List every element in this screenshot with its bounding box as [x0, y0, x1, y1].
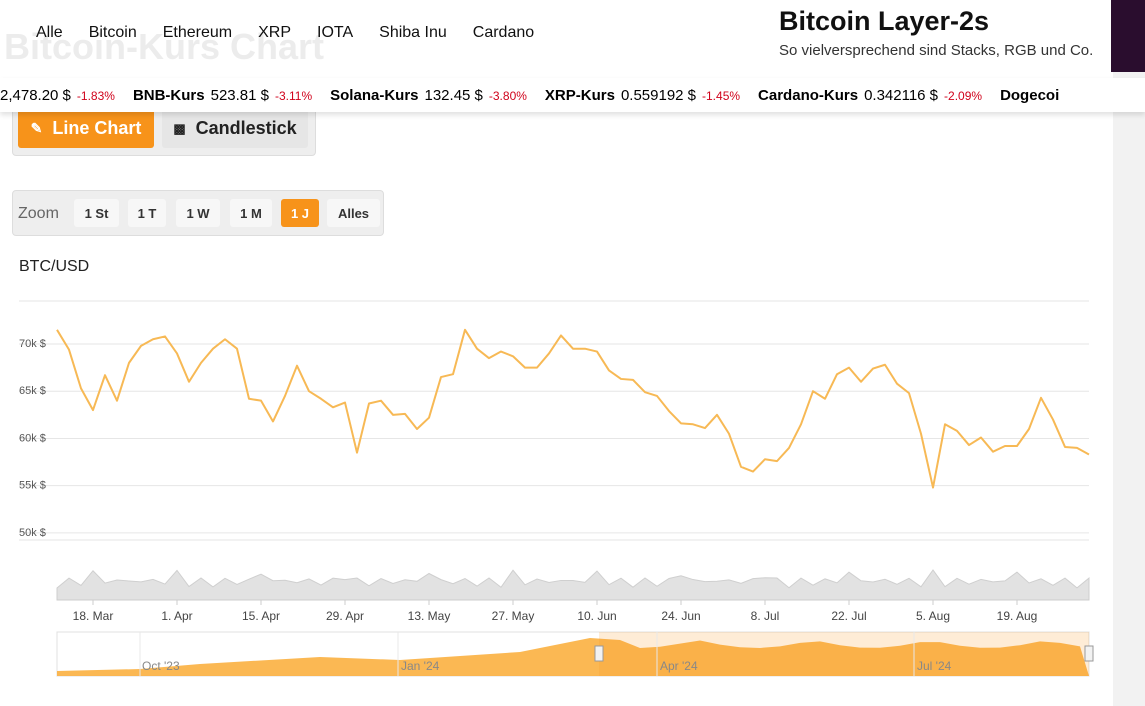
promo-title[interactable]: Bitcoin Layer-2s — [779, 6, 990, 36]
nav-tab[interactable]: Bitcoin — [88, 24, 137, 41]
y-tick-label: 50k $ — [19, 527, 46, 539]
ticker-item[interactable]: Cardano-Kurs 0.342116 $ -2.09% — [758, 87, 982, 104]
promo-subtitle[interactable]: So vielversprechend sind Stacks, RGB und… — [779, 42, 1094, 59]
navigator-label: Oct '23 — [142, 659, 180, 673]
navigator-label: Jul '24 — [917, 659, 952, 673]
navigator-selection — [599, 632, 1089, 676]
ticker: 2,478.20 $ -1.83% BNB-Kurs 523.81 $ -3.11% So… — [0, 78, 1145, 112]
zoom-button[interactable]: Alles — [327, 199, 380, 227]
navigator-label: Jan '24 — [401, 659, 440, 673]
ticker-item[interactable]: Dogecoi — [1000, 87, 1065, 104]
side-strip — [1113, 0, 1145, 706]
ticker-price: 132.45 $ — [424, 86, 483, 104]
ticker-name: BNB-Kurs — [132, 86, 205, 104]
ticker-name: Solana-Kurs — [330, 86, 419, 104]
zoom-box: Zoom 1 St 1 T 1 W 1 M 1 J Alles — [12, 190, 384, 236]
ticker-change: -1.45% — [702, 88, 741, 103]
y-tick-label: 70k $ — [19, 338, 46, 350]
navigator-area — [57, 638, 1089, 676]
y-tick-label: 60k $ — [19, 432, 46, 444]
ticker-price: 0.559192 $ — [620, 86, 697, 104]
x-tick-label: 22. Jul — [831, 609, 866, 623]
nav-tab[interactable]: Shiba Inu — [379, 24, 447, 41]
x-tick-label: 18. Mar — [73, 609, 114, 623]
y-tick-label: 55k $ — [19, 480, 46, 492]
ticker-name: Cardano-Kurs — [758, 86, 859, 104]
x-tick-label: 29. Apr — [326, 609, 364, 623]
background-title: Bitcoin-Kurs Chart — [4, 26, 325, 67]
nav-tab[interactable]: Alle — [36, 24, 63, 41]
nav-tab[interactable]: IOTA — [317, 24, 354, 41]
x-tick-label: 8. Jul — [751, 609, 780, 623]
x-tick-label: 19. Aug — [997, 609, 1038, 623]
nav-tab[interactable]: Cardano — [472, 24, 535, 41]
button-label: Line Chart — [52, 118, 142, 138]
ticker-item[interactable]: 2,478.20 $ -1.83% — [0, 87, 115, 104]
nav: Alle Bitcoin Ethereum XRP IOTA Shiba Inu Carda… — [36, 24, 560, 42]
x-tick-label: 10. Jun — [577, 609, 616, 623]
ticker-price: 523.81 $ — [210, 86, 269, 104]
zoom-button[interactable]: 1 W — [176, 199, 220, 227]
x-tick-label: 27. May — [492, 609, 535, 623]
line-chart-button[interactable]: ✎ Line Chart — [18, 109, 154, 148]
navigator-label: Apr '24 — [660, 659, 698, 673]
zoom-button[interactable]: 1 St — [74, 199, 119, 227]
ticker-change: -1.83% — [76, 88, 115, 103]
navigator-handle[interactable] — [594, 645, 604, 662]
zoom-button[interactable]: 1 J — [281, 199, 319, 227]
chart: BTC/USD 50k $ 55k $ 60k $ 65k $ 70k $ 18. Mar 1… — [19, 258, 1094, 677]
zoom-button[interactable]: 1 M — [230, 199, 272, 227]
x-tick-label: 13. May — [408, 609, 451, 623]
chart-title: BTC/USD — [19, 258, 89, 275]
candlestick-button[interactable]: ▩ Candlestick — [162, 109, 308, 148]
ticker-price: 2,478.20 $ — [0, 86, 71, 104]
zoom-label: Zoom — [18, 205, 59, 222]
ticker-item[interactable]: Solana-Kurs 132.45 $ -3.80% — [330, 87, 527, 104]
x-tick-label: 24. Jun — [661, 609, 700, 623]
button-label: Candlestick — [195, 118, 297, 138]
navigator-handle[interactable] — [1084, 645, 1094, 662]
price-line — [56, 328, 1090, 489]
volume-area — [56, 569, 1090, 601]
nav-tab[interactable]: Ethereum — [162, 24, 233, 41]
y-tick-label: 65k $ — [19, 385, 46, 397]
ticker-price: 0.342116 $ — [864, 86, 939, 104]
ticker-name: Dogecoi — [1000, 86, 1060, 104]
ticker-item[interactable]: BNB-Kurs 523.81 $ -3.11% — [133, 87, 312, 104]
ticker-item[interactable]: XRP-Kurs 0.559192 $ -1.45% — [545, 87, 740, 104]
ticker-change: -3.11% — [275, 88, 313, 103]
nav-tab[interactable]: XRP — [258, 24, 291, 41]
x-tick-label: 1. Apr — [161, 609, 192, 623]
ticker-change: -2.09% — [944, 88, 983, 103]
x-tick-label: 5. Aug — [916, 609, 950, 623]
zoom-button[interactable]: 1 T — [128, 199, 166, 227]
promo-image[interactable] — [1111, 0, 1145, 72]
ticker-change: -3.80% — [488, 88, 527, 103]
ticker-name: XRP-Kurs — [544, 86, 615, 104]
x-tick-label: 15. Apr — [242, 609, 280, 623]
